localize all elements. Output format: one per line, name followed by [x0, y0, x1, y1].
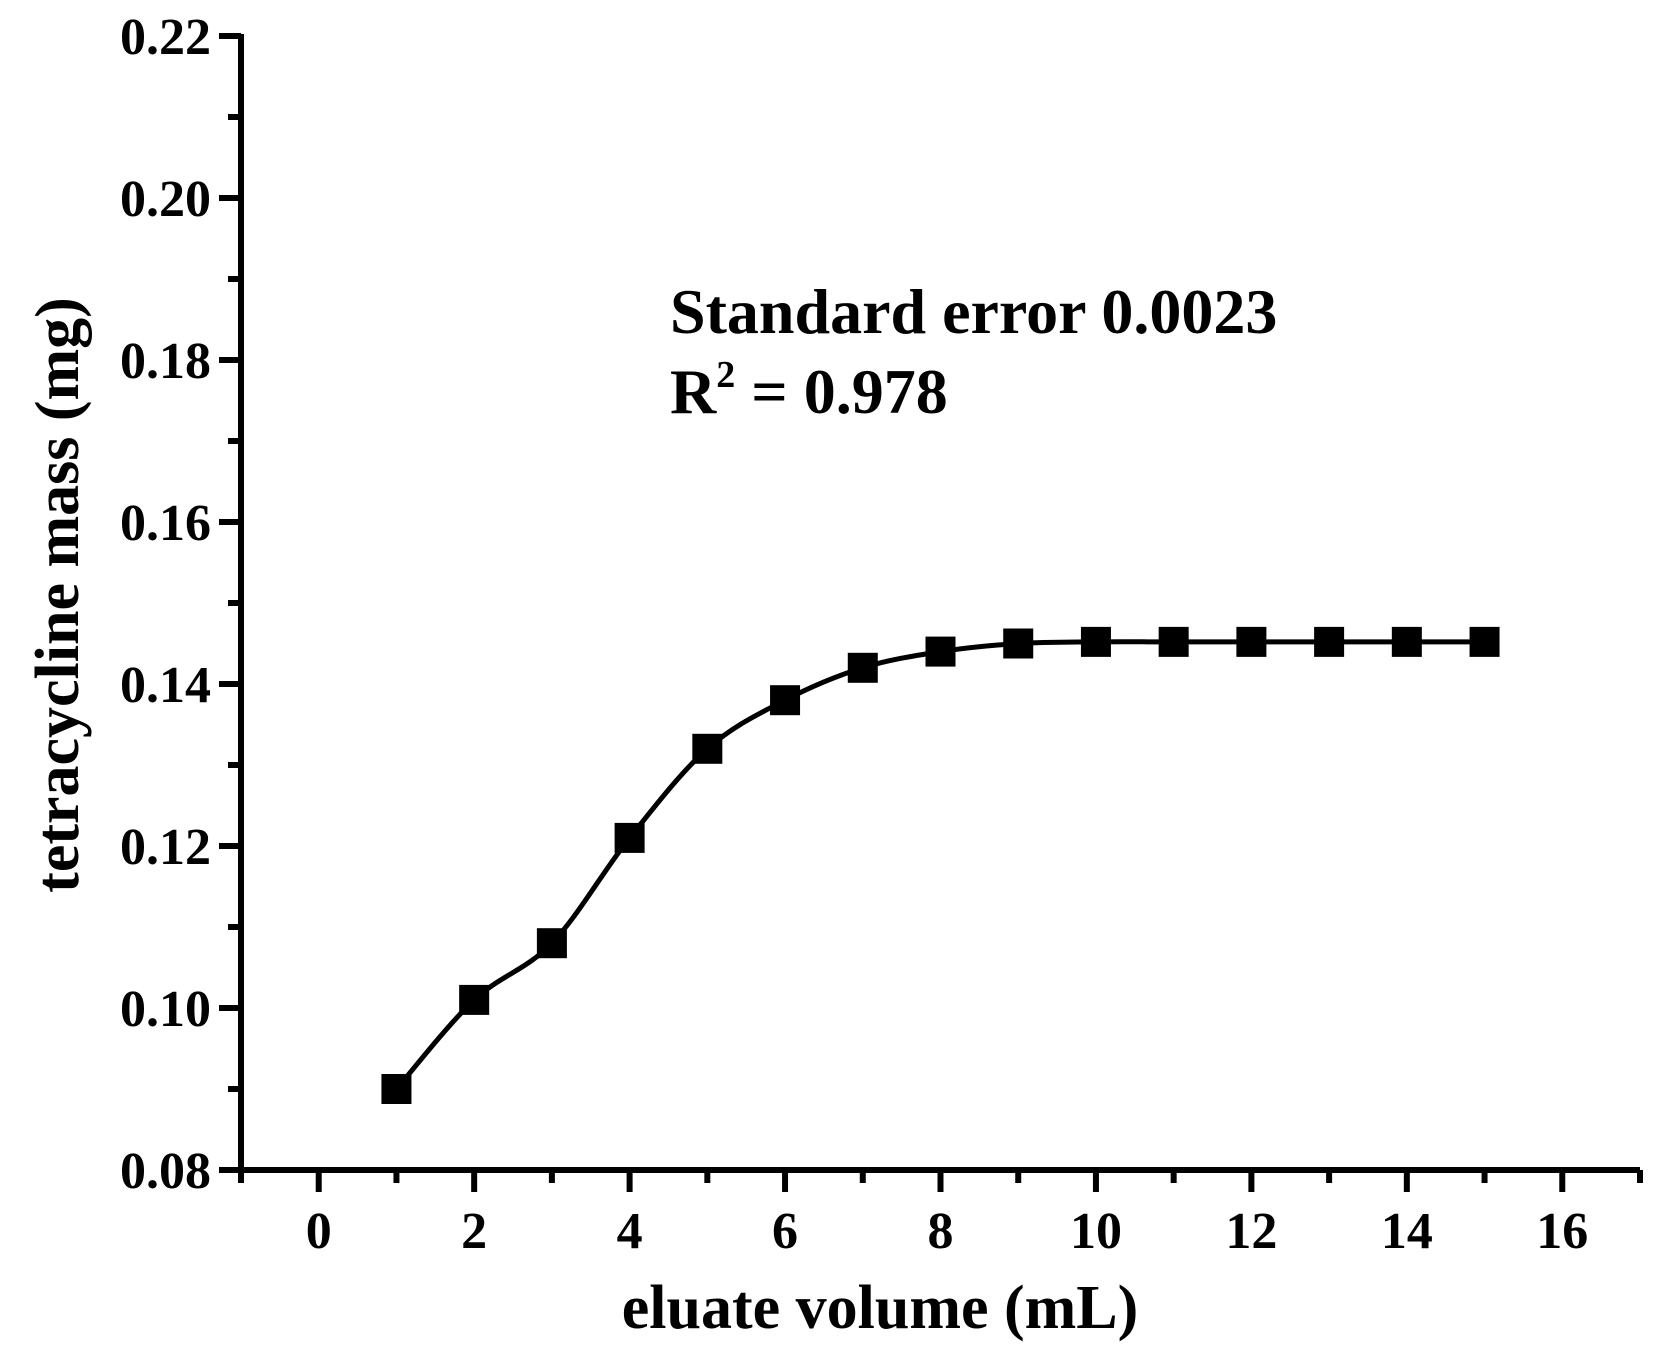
- y-tick-label: 0.08: [120, 1143, 211, 1200]
- data-point-marker: [614, 822, 645, 853]
- data-point-marker: [1469, 626, 1500, 657]
- x-tick-label: 14: [1381, 1203, 1433, 1260]
- series-line-group: [394, 639, 1485, 1091]
- y-tick-label: 0.12: [120, 819, 211, 876]
- axes: [238, 34, 1640, 1173]
- r-superscript: 2: [716, 354, 735, 396]
- x-tick-label: 2: [461, 1203, 487, 1260]
- data-markers: [381, 626, 1500, 1104]
- x-axis-ticks: 0 2 4 6 8 10 12 14 16: [238, 1170, 1643, 1260]
- standard-error-annotation: Standard error 0.0023: [670, 276, 1277, 347]
- r-value: = 0.978: [735, 356, 947, 427]
- x-tick-label: 6: [772, 1203, 798, 1260]
- x-tick-label: 16: [1536, 1203, 1588, 1260]
- y-tick-label: 0.20: [120, 171, 211, 228]
- x-tick-label: 10: [1070, 1203, 1122, 1260]
- data-point-marker: [925, 636, 956, 667]
- data-point-marker: [1391, 626, 1422, 657]
- r-symbol: R: [670, 356, 717, 427]
- x-tick-label: 0: [306, 1203, 332, 1260]
- r-squared-annotation: R2 = 0.978: [670, 354, 948, 427]
- y-axis-ticks: 0.08 0.10 0.12 0.14 0.16 0.18 0.20 0.22: [120, 9, 241, 1200]
- y-axis-title: tetracycline mass (mg): [24, 297, 92, 893]
- data-point-marker: [459, 984, 490, 1015]
- data-point-marker: [1158, 626, 1189, 657]
- x-tick-label: 4: [617, 1203, 643, 1260]
- data-point-marker: [381, 1074, 412, 1104]
- data-point-marker: [692, 733, 723, 764]
- data-point-marker: [770, 685, 801, 716]
- y-tick-label: 0.22: [120, 9, 211, 66]
- y-tick-label: 0.16: [120, 495, 211, 552]
- series-line: [394, 639, 1485, 1091]
- data-point-marker: [1236, 626, 1267, 657]
- data-point-marker: [1080, 626, 1111, 657]
- x-axis-title: eluate volume (mL): [622, 1274, 1139, 1342]
- y-tick-label: 0.14: [120, 657, 211, 714]
- x-tick-label: 8: [928, 1203, 954, 1260]
- data-point-marker: [847, 652, 878, 683]
- data-point-marker: [1314, 626, 1345, 657]
- data-point-marker: [536, 928, 567, 959]
- x-tick-label: 12: [1225, 1203, 1277, 1260]
- y-tick-label: 0.10: [120, 981, 211, 1038]
- data-point-marker: [1003, 628, 1034, 659]
- y-tick-label: 0.18: [120, 333, 211, 390]
